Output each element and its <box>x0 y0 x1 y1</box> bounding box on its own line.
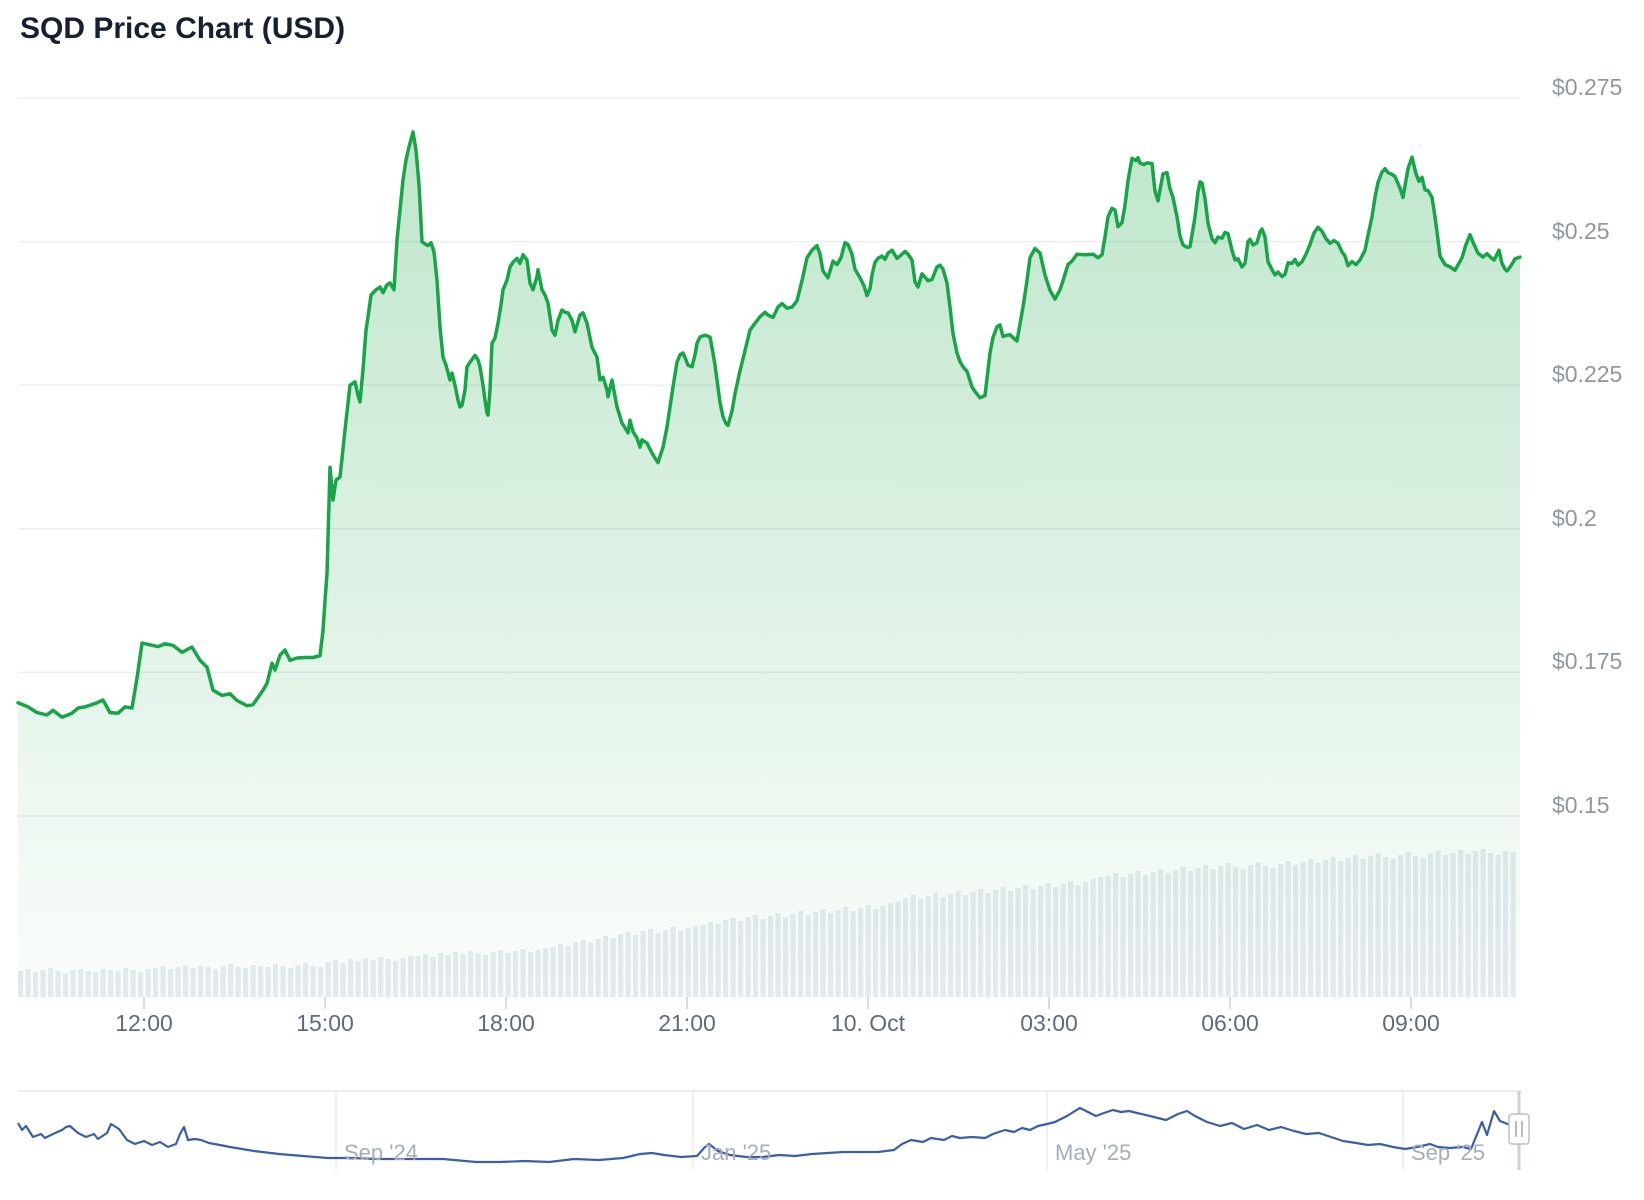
navigator-axis-label: Sep '24 <box>344 1140 418 1165</box>
navigator-axis-label: May '25 <box>1055 1140 1132 1165</box>
navigator-handle[interactable] <box>1508 1113 1530 1145</box>
navigator-axis-label: Sep '25 <box>1411 1140 1485 1165</box>
navigator-axis-label: Jan '25 <box>701 1140 772 1165</box>
y-axis-label: $0.175 <box>1552 648 1623 674</box>
y-axis-label: $0.225 <box>1552 361 1623 387</box>
y-axis-label: $0.15 <box>1552 792 1610 818</box>
y-axis-label: $0.25 <box>1552 218 1610 244</box>
x-axis-label: 06:00 <box>1201 1010 1259 1036</box>
x-axis-label: 12:00 <box>115 1010 173 1036</box>
price-line <box>16 130 1522 719</box>
y-axis-label: $0.2 <box>1552 505 1597 531</box>
x-axis-label: 03:00 <box>1020 1010 1078 1036</box>
navigator-series-line <box>17 1106 1520 1164</box>
chart-title: SQD Price Chart (USD) <box>20 12 346 45</box>
x-axis-label: 10. Oct <box>830 1010 906 1036</box>
x-axis-label: 18:00 <box>477 1010 535 1036</box>
price-area-fill <box>18 131 1520 1000</box>
x-axis-label: 21:00 <box>658 1010 716 1036</box>
y-axis-label: $0.275 <box>1552 74 1623 100</box>
x-axis-tick-marks <box>143 997 1412 1009</box>
x-axis-label: 09:00 <box>1382 1010 1440 1036</box>
navigator[interactable] <box>17 1090 1530 1170</box>
x-axis-label: 15:00 <box>296 1010 354 1036</box>
price-area-series <box>16 130 1522 1000</box>
